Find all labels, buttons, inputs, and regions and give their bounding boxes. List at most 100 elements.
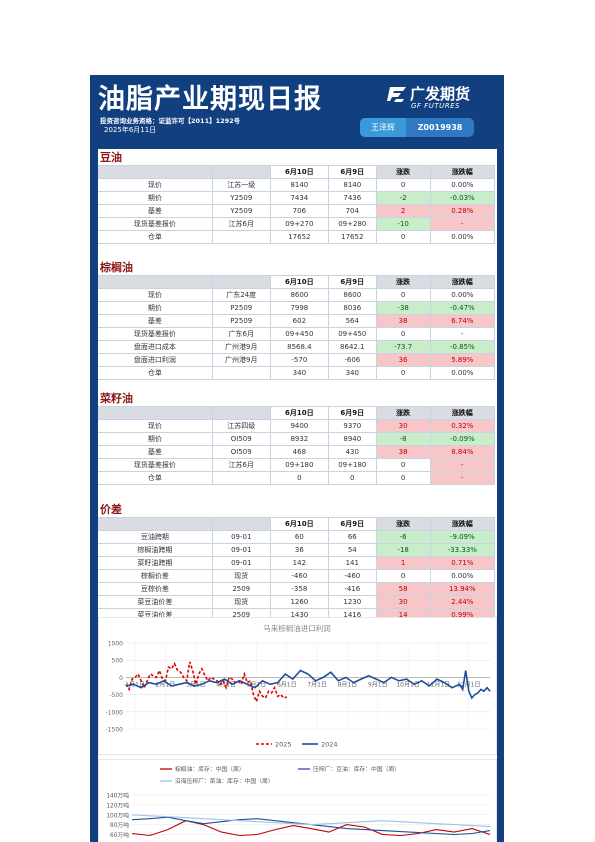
cell-chg: -18	[376, 543, 431, 557]
column-header: 涨跌	[376, 275, 431, 289]
section-title: 棕榈油	[100, 261, 133, 274]
cell-chg: 0	[376, 366, 431, 380]
cell-spec: 09-01	[212, 530, 271, 544]
column-header: 涨跌	[376, 165, 431, 179]
cell-label: 盘面进口利润	[98, 353, 213, 367]
cell-d2: 9370	[328, 419, 377, 433]
y-tick-label: 100万吨	[106, 811, 129, 819]
cell-d1: 468	[270, 445, 329, 459]
cell-chg: 2	[376, 204, 431, 218]
cell-pct: -0.09%	[430, 432, 496, 446]
table-header-row: 6月10日 6月9日 涨跌 涨跌幅	[98, 517, 496, 531]
cell-chg: 0	[376, 327, 431, 341]
legend-label: 2024	[321, 741, 338, 749]
cell-d2: 704	[328, 204, 377, 218]
column-header: 涨跌	[376, 517, 431, 531]
cell-chg: -38	[376, 301, 431, 315]
cell-chg: -2	[376, 191, 431, 205]
column-header: 涨跌幅	[430, 275, 496, 289]
inventory-chart: 棕榈油：库存：中国（周） 压榨厂：豆油：库存：中国（周） 沿海压榨厂：菜油：库存：中…	[98, 759, 497, 842]
cell-pct: 5.89%	[430, 353, 496, 367]
cell-pct: -	[430, 458, 496, 472]
table-row: 基差 OI509 468 430 38 8.84%	[98, 445, 496, 459]
table-row: 盘面进口成本 广州港9月 8568.4 8642.1 -73.7 -0.85%	[98, 340, 496, 354]
cell-d1: 706	[270, 204, 329, 218]
y-tick-label: -1000	[106, 709, 124, 716]
cell-chg: 58	[376, 582, 431, 596]
table-row: 基差 Y2509 706 704 2 0.28%	[98, 204, 496, 218]
cell-spec: OI509	[212, 445, 271, 459]
analyst-badge: 王泽辉 Z0019938	[360, 118, 474, 137]
cell-chg: 0	[376, 458, 431, 472]
logo-text-cn: 广发期货	[410, 85, 471, 103]
cell-pct: -33.33%	[430, 543, 496, 557]
table-row: 现价 江苏四级 9400 9370 30 0.32%	[98, 419, 496, 433]
cell-label: 现价	[98, 178, 213, 192]
cell-d1: 142	[270, 556, 329, 570]
cell-chg: 0	[376, 569, 431, 583]
cell-label: 现价	[98, 419, 213, 433]
chart-title: 马来棕榈油进口利润	[263, 623, 331, 633]
cell-spec: 江苏四级	[212, 419, 271, 433]
series-line-2025	[125, 661, 288, 704]
table-row: 现价 江苏一级 8140 8140 0 0.00%	[98, 178, 496, 192]
data-table: 6月10日 6月9日 涨跌 涨跌幅 现价 广东24度 8600 8600 0 0.00% 期价 P25…	[98, 275, 496, 380]
cell-d1: 36	[270, 543, 329, 557]
column-header: 涨跌幅	[430, 165, 496, 179]
cell-pct: 8.84%	[430, 445, 496, 459]
logo-mark-icon	[387, 87, 406, 102]
cell-spec: P2509	[212, 314, 271, 328]
report-page: 油脂产业期现日报 广发期货 GF FUTURES 投资咨询业务资格：证监许可【2…	[90, 75, 504, 842]
cell-chg: 0	[376, 178, 431, 192]
cell-spec	[212, 230, 271, 244]
cell-spec	[212, 471, 271, 485]
data-table: 6月10日 6月9日 涨跌 涨跌幅 现价 江苏一级 8140 8140 0 0.00% 期价 Y250…	[98, 165, 496, 244]
logo-text-en: GF FUTURES	[411, 102, 460, 110]
x-tick-label: 5月1日	[247, 681, 267, 688]
table-row: 豆棕价差 2509 -358 -416 58 13.94%	[98, 582, 496, 596]
table-row: 盘面进口利润 广州港9月 -570 -606 36 5.89%	[98, 353, 496, 367]
cell-spec: Y2509	[212, 204, 271, 218]
cell-label: 豆油跨期	[98, 530, 213, 544]
column-header: 涨跌	[376, 406, 431, 420]
series-line	[131, 814, 491, 828]
cell-spec: P2509	[212, 301, 271, 315]
cell-pct: -	[430, 327, 496, 341]
cell-d1: 09+180	[270, 458, 329, 472]
cell-label: 豆棕价差	[98, 582, 213, 596]
cell-label: 期价	[98, 191, 213, 205]
x-tick-label: 8月1日	[338, 681, 358, 688]
table-row: 仓单 340 340 0 0.00%	[98, 366, 496, 380]
cell-label: 盘面进口成本	[98, 340, 213, 354]
column-header	[98, 517, 213, 531]
cell-d2: 17652	[328, 230, 377, 244]
cell-pct: 2.44%	[430, 595, 496, 609]
y-tick-label: 1000	[108, 641, 123, 648]
cell-d1: 17652	[270, 230, 329, 244]
table-row: 期价 Y2509 7434 7436 -2 -0.03%	[98, 191, 496, 205]
cell-spec: 现货	[212, 595, 271, 609]
y-tick-label: 60万吨	[110, 831, 129, 839]
cell-label: 基差	[98, 314, 213, 328]
cell-d2: -460	[328, 569, 377, 583]
cell-d1: 7998	[270, 301, 329, 315]
cell-label: 菜豆油价差	[98, 595, 213, 609]
cell-pct: 0.00%	[430, 569, 496, 583]
table-row: 现货基差报价 江苏6月 09+180 09+180 0-	[98, 458, 496, 472]
cell-d2: 09+450	[328, 327, 377, 341]
analyst-id: Z0019938	[417, 123, 463, 132]
section-title: 豆油	[100, 151, 122, 164]
x-tick-label: 9月1日	[368, 681, 388, 688]
table-row: 现货基差报价 江苏6月 09+270 09+280 -10-	[98, 217, 496, 231]
cell-chg: 38	[376, 314, 431, 328]
cell-pct: -0.47%	[430, 301, 496, 315]
table-row: 仓单 0 0 0-	[98, 471, 496, 485]
cell-d2: 8140	[328, 178, 377, 192]
cell-label: 基差	[98, 204, 213, 218]
section-title: 价差	[100, 503, 122, 516]
cell-d1: 8932	[270, 432, 329, 446]
series-line-2024	[125, 669, 491, 700]
cell-spec: 广州港9月	[212, 353, 271, 367]
cell-chg: 1	[376, 556, 431, 570]
